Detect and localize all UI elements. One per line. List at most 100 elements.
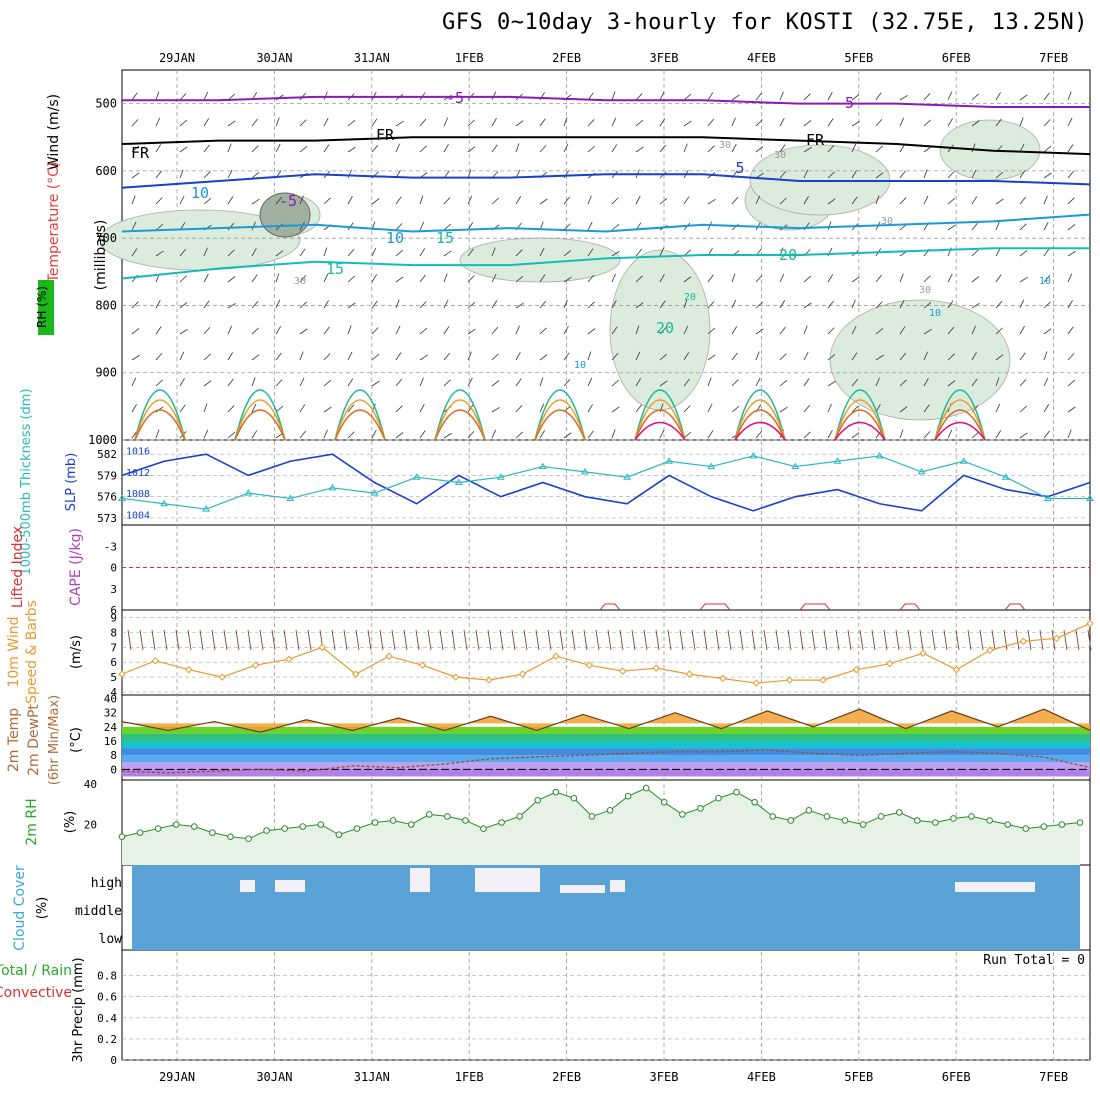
wind-barb: [227, 196, 234, 205]
temp-band: [122, 769, 1090, 777]
slp-marker: [118, 494, 126, 501]
contour-label: 10: [929, 308, 941, 319]
wind-barb-10m: [175, 629, 180, 651]
wind-barb: [707, 354, 716, 361]
wind-barb: [947, 326, 955, 335]
isotherm-15: [121, 247, 1090, 280]
date-label-top: 4FEB: [747, 51, 776, 65]
rh-marker: [570, 794, 578, 802]
wind-barb: [635, 146, 644, 153]
wind-barb: [1019, 326, 1025, 335]
wind-barb: [731, 117, 736, 127]
rh-marker: [642, 784, 650, 792]
wind-barb: [131, 92, 138, 101]
wind-barb: [755, 119, 763, 127]
wind-barb: [227, 249, 235, 257]
wind-barb: [395, 378, 403, 387]
rh-marker: [932, 819, 939, 826]
wind-barb: [563, 276, 572, 283]
wind-barb: [1043, 301, 1051, 309]
wind-barb: [563, 432, 572, 439]
warm-contour: [234, 399, 286, 441]
wind-barb-10m: [943, 629, 948, 651]
wind-barb: [323, 117, 329, 127]
slp-marker: [665, 457, 674, 464]
thickness-line: [121, 453, 1091, 512]
wind-barb: [731, 94, 740, 101]
wind-barb: [755, 301, 764, 309]
wind-barb: [827, 118, 834, 127]
wind-speed-marker: [618, 667, 627, 675]
wind-barb: [755, 275, 763, 283]
temp-band: [122, 755, 1090, 763]
wind-barb: [347, 378, 354, 387]
wind-barb: [803, 404, 811, 413]
rh-marker: [136, 829, 144, 836]
wind-barb: [803, 325, 808, 335]
wind-barb-10m: [679, 629, 684, 651]
wind-barb-10m: [187, 629, 192, 651]
wind-barb: [851, 143, 857, 153]
cloud-axis-main: Cloud Cover: [12, 865, 28, 951]
wind-barb: [251, 247, 257, 257]
wind-barb: [635, 195, 641, 205]
wind-barb: [563, 379, 571, 387]
wind-axis-unit: (m/s): [69, 635, 84, 669]
temp-band: [122, 691, 1090, 698]
wind-barb: [467, 169, 472, 179]
wind-barb-10m: [631, 629, 636, 651]
wind-barb-10m: [415, 629, 420, 651]
rh-marker: [552, 788, 560, 796]
wind-barb: [323, 429, 328, 439]
wind-barb: [995, 171, 1004, 179]
wind-barb-10m: [463, 629, 468, 651]
contour-label: FR: [131, 144, 150, 162]
wind-barb: [611, 406, 620, 413]
wind-barb-10m: [1075, 629, 1080, 651]
date-label-top: 6FEB: [942, 51, 971, 65]
wind-barb: [371, 198, 380, 205]
wind-barb: [803, 302, 812, 309]
wind-barb: [971, 93, 979, 101]
wind-barb: [683, 325, 689, 335]
wind-barb: [1067, 300, 1073, 309]
high-cloud-block: [560, 885, 605, 893]
warm-contour: [734, 389, 786, 441]
wind-barb-10m: [295, 629, 300, 651]
wind-barb-10m: [715, 629, 720, 651]
date-label-bottom: 29JAN: [159, 1070, 195, 1084]
wind-barb: [299, 351, 304, 361]
rh-tick-label: 20: [84, 819, 97, 832]
slp-tick-label: 1004: [126, 510, 150, 521]
wind-barb: [611, 91, 616, 101]
wind-barb: [515, 249, 523, 257]
wind-speed-marker: [852, 665, 861, 674]
cape-li-line: [599, 603, 621, 611]
wind-barb: [875, 172, 884, 179]
wind-barb: [179, 195, 185, 205]
contour-label: FR: [806, 131, 825, 149]
wind-barb: [779, 117, 785, 127]
wind-barb-10m: [499, 629, 504, 651]
rh-marker: [624, 792, 632, 800]
wind-barb-10m: [127, 629, 132, 651]
contour-label: 10: [386, 229, 404, 247]
rh-marker: [227, 833, 234, 840]
wind-barb: [443, 299, 449, 309]
wind-barb: [539, 118, 546, 127]
wind-barb: [155, 223, 164, 231]
rh-marker: [1076, 819, 1084, 826]
wind-speed-marker: [886, 659, 894, 668]
warm-contour: [534, 409, 586, 441]
wind-barb: [299, 328, 308, 335]
wind-barb: [587, 221, 593, 231]
high-cloud-block: [610, 880, 625, 892]
wind-barb: [371, 274, 378, 283]
wind-barb: [515, 302, 524, 309]
contour-label: 10: [574, 360, 586, 371]
contour-label: 10: [191, 184, 209, 202]
wind-barb: [563, 117, 568, 127]
wind-barb: [1019, 143, 1025, 153]
cloud-cover-area: [132, 865, 1080, 950]
wind-barb: [779, 406, 788, 413]
